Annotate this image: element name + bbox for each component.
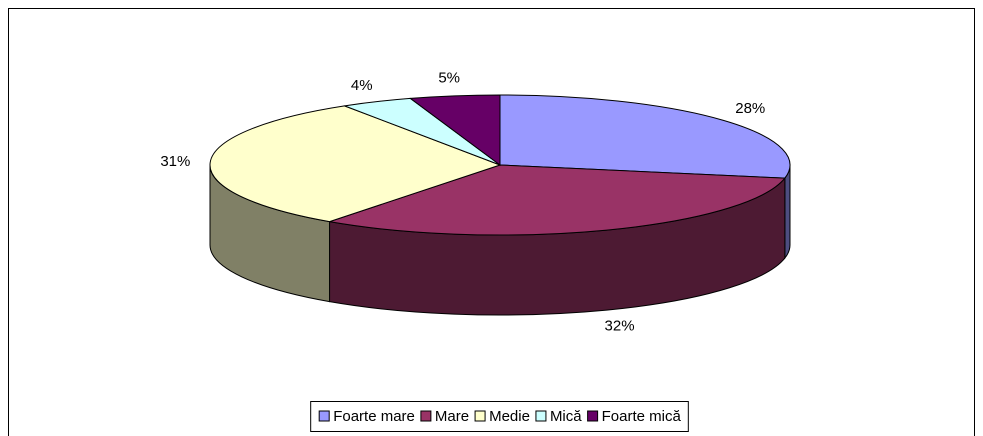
legend-label: Mare bbox=[435, 408, 469, 425]
legend-swatch bbox=[318, 410, 330, 422]
legend-swatch bbox=[474, 410, 486, 422]
legend-swatch bbox=[535, 410, 547, 422]
slice bbox=[209, 105, 502, 223]
slice-side bbox=[784, 164, 791, 260]
data-label: 4% bbox=[351, 77, 373, 94]
slice bbox=[499, 94, 791, 179]
legend-box bbox=[310, 401, 689, 432]
data-label: 32% bbox=[605, 317, 635, 334]
legend: Foarte mare Mare Medie Mică Foarte mică bbox=[318, 408, 682, 425]
legend-swatch bbox=[587, 410, 599, 422]
legend-label: Mică bbox=[550, 408, 582, 425]
data-label: 5% bbox=[438, 70, 460, 87]
slice bbox=[329, 164, 786, 236]
data-label: 28% bbox=[735, 100, 765, 117]
legend-label: Medie bbox=[489, 408, 530, 425]
legend-label: Foarte mare bbox=[333, 408, 415, 425]
slice bbox=[409, 94, 501, 166]
legend-swatch bbox=[420, 410, 432, 422]
data-label: 31% bbox=[160, 153, 190, 170]
legend-label: Foarte mică bbox=[602, 408, 682, 425]
